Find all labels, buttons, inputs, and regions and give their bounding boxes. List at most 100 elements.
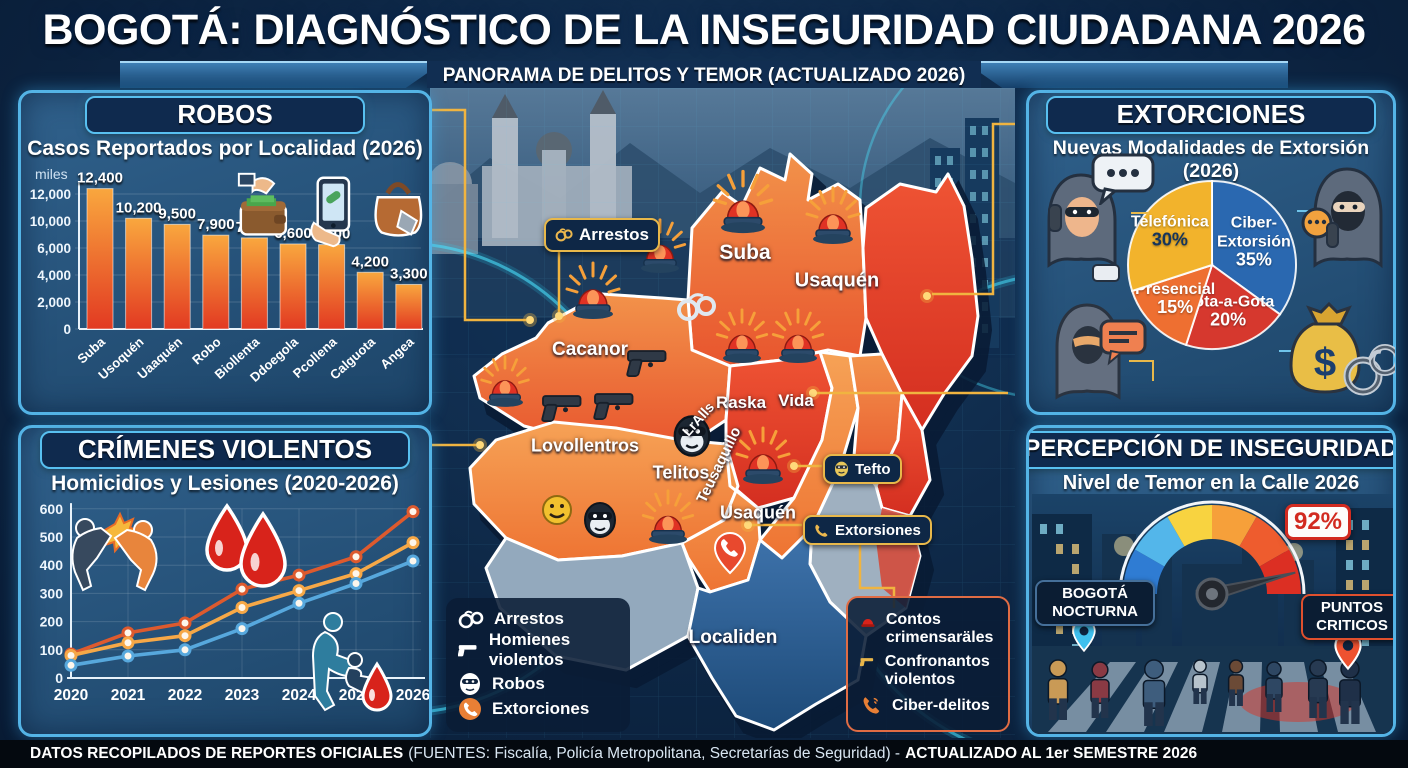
data-point [406, 554, 420, 568]
bandit-mask-icon [584, 502, 616, 538]
bar-value-label: 7,900 [197, 216, 235, 233]
map-region-localiden [686, 526, 868, 732]
pedestrian [1265, 661, 1283, 712]
pie-label: 30% [1152, 229, 1188, 249]
line-ytick-label: 400 [40, 557, 64, 573]
bar-category-label: Angea [377, 334, 417, 372]
panel-extorciones: EXTORCIONES Nuevas Modalidades de Extors… [1026, 90, 1401, 416]
connector-dot [476, 441, 484, 449]
bar-ytick-label: 0 [63, 322, 71, 337]
handcuffs-icon [458, 610, 484, 629]
handcuffs-icon [555, 228, 573, 242]
phone-icon [459, 698, 481, 721]
banner-wing-left [119, 61, 445, 88]
pie-label: Ciber- [1231, 215, 1277, 232]
bar [202, 234, 230, 330]
bar [240, 237, 268, 330]
bar [395, 283, 423, 330]
connector-dot [790, 462, 798, 470]
fight-icon [63, 506, 167, 599]
connector-dot [526, 316, 534, 324]
phone-icon [863, 697, 880, 714]
line-ytick-label: 200 [40, 614, 64, 630]
data-point [178, 629, 192, 643]
data-point [349, 577, 363, 591]
data-point [178, 643, 192, 657]
bar-ytick-label: 2,000 [37, 295, 71, 310]
bar-category-label: Suba [74, 334, 108, 367]
legend-item-homienes: Homienes violentos [458, 630, 618, 670]
gauge-segment [1134, 516, 1186, 568]
bar-ytick-label: 12,000 [30, 187, 71, 202]
pie-label: 15% [1157, 297, 1193, 317]
gauge-segment [1167, 505, 1213, 547]
line-ytick-label: 0 [55, 670, 63, 686]
data-point [64, 658, 78, 672]
map-region-label-raska: Raska [715, 393, 767, 412]
footer-sources: (FUENTES: Fiscalía, Policía Metropolitan… [408, 745, 901, 762]
map-region-label-usaquen-s: Usaquén [719, 502, 797, 523]
pie-label: Presencial [1135, 281, 1215, 298]
bar-category-label: Robo [189, 334, 224, 367]
data-point [178, 616, 192, 630]
map-region-label-lovollentros: Lovollentros [530, 435, 640, 456]
bar-value-label: 4,200 [351, 253, 389, 270]
map-region-label-vida: Vida [778, 391, 814, 410]
critical-zone [1240, 682, 1356, 722]
connector-line [432, 108, 526, 322]
extortionist-balaclava-icon [1297, 161, 1393, 290]
connector-dot [744, 521, 752, 529]
bar-value-label: 12,400 [77, 170, 123, 187]
crimenes-line-chart: 0 100 200 300 400 500 600 2020 2021 2022 2023 2024 2… [40, 501, 429, 704]
callout-tefto: Tefto [823, 454, 902, 484]
bar [125, 217, 153, 330]
assault-icon [293, 608, 393, 723]
bar [318, 244, 346, 330]
bar-ytick-label: 6,000 [37, 241, 71, 256]
pie-label: Telefónica [1131, 213, 1209, 230]
legend-item-robos: Robos [458, 672, 618, 696]
handcuffs-icon [677, 293, 716, 321]
bogota-map [430, 88, 1015, 738]
mask-icon [835, 461, 848, 477]
pie-slice [1211, 179, 1297, 316]
panel-crimenes-title: CRÍMENES VIOLENTOS [40, 431, 410, 469]
bar [163, 223, 191, 330]
line-xtick-label: 2026 [396, 687, 429, 704]
legend-item-arrestos: Arrestos [458, 609, 618, 629]
connector-line [932, 122, 1015, 296]
gauge-segment [1238, 516, 1290, 568]
line-xtick-label: 2020 [54, 687, 88, 704]
wallet-theft-icon [237, 172, 288, 236]
data-point [121, 649, 135, 663]
map-region-label-cacanor: Cacanor [551, 339, 629, 360]
pie-label: Extorsión [1217, 234, 1291, 251]
pie-label: Gota-a-Gota [1182, 294, 1275, 311]
line-ytick-label: 600 [40, 501, 64, 517]
map-region-label-suba: Suba [719, 241, 771, 264]
bar [86, 188, 114, 330]
map-area: Suba Usaquén Cacanor Lovollentros Telito… [430, 88, 1015, 738]
pedestrian [1307, 659, 1329, 718]
bar [356, 271, 384, 330]
data-point [235, 601, 249, 614]
extortionist-mask-icon [1039, 293, 1149, 416]
panel-crimenes-violentos: CRÍMENES VIOLENTOS Homicidios y Lesiones… [18, 425, 432, 737]
robos-bar-chart: miles 0 2,000 4,000 6,000 10,000 12,000 12,400 S… [30, 166, 428, 385]
gun-icon [860, 658, 874, 667]
data-point [235, 582, 249, 596]
phone-hand-icon [309, 176, 350, 248]
robos-chart-title: Casos Reportados por Localidad (2026) [27, 137, 423, 160]
data-point [292, 584, 306, 598]
money-bag-handcuffs-icon: $ [1287, 298, 1401, 413]
data-point [235, 622, 249, 636]
footer-bold-2: ACTUALIZADO AL 1er SEMESTRE 2026 [905, 745, 1198, 762]
label-bogota-nocturna: BOGOTÁ NOCTURNA [1035, 580, 1155, 626]
pedestrian [1090, 661, 1110, 718]
footer-source-bar: DATOS RECOPILADOS DE REPORTES OFICIALES … [0, 740, 1408, 768]
line-xtick-label: 2021 [111, 687, 146, 704]
data-point [121, 636, 135, 650]
panel-percepcion-title: PERCEPCIÓN DE INSEGURIDAD [1029, 431, 1393, 469]
